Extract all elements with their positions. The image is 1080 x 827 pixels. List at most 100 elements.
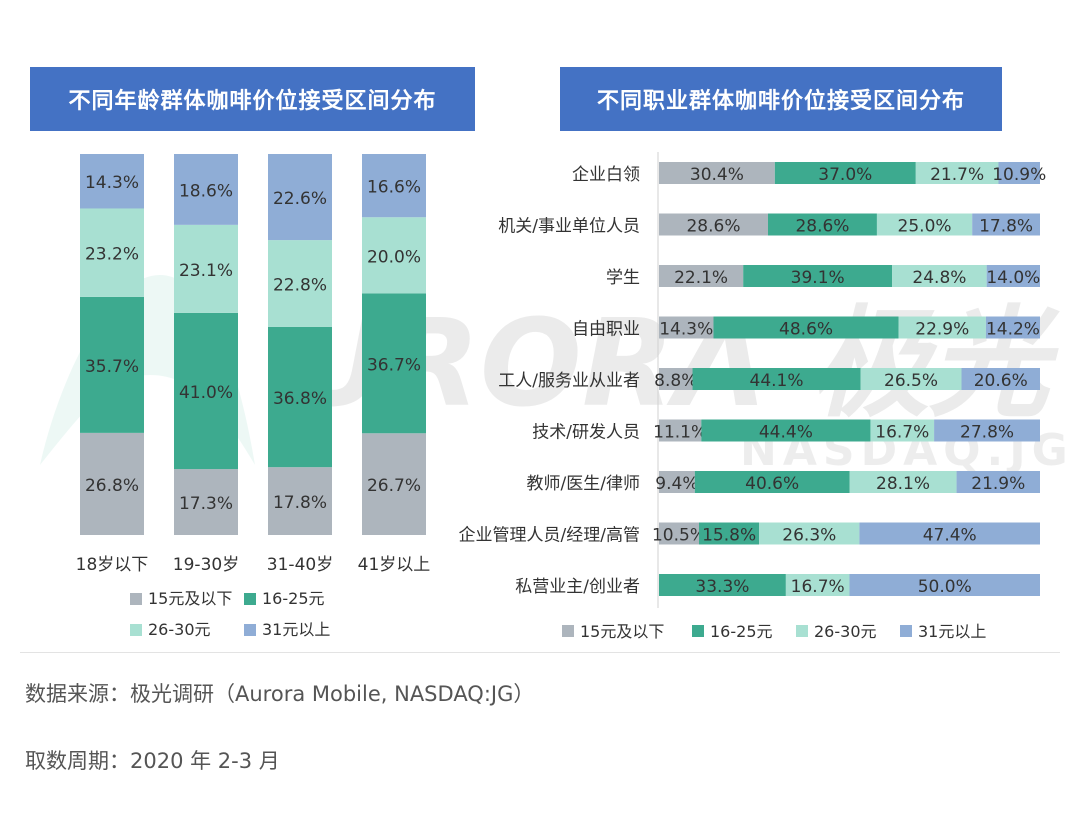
bar-segment-row7-s2	[759, 522, 860, 545]
bar-segment-31-40--s3	[268, 154, 332, 241]
data-label: 8.8%	[654, 371, 697, 391]
bar-segment-19-30--s2	[174, 224, 238, 313]
data-label: 25.0%	[898, 217, 952, 237]
bar-segment-row4-s2	[860, 368, 962, 390]
data-label: 41.0%	[179, 383, 233, 403]
data-label: 28.1%	[876, 474, 930, 494]
data-label: 16.7%	[791, 577, 845, 597]
legend-swatch	[796, 625, 808, 637]
bar-segment-19-30--s1	[174, 312, 238, 470]
bar-segment-row4-s0	[659, 368, 693, 390]
legend-label: 31元以上	[262, 620, 330, 639]
data-label: 28.6%	[795, 217, 849, 237]
bar-segment-row8-s1	[659, 574, 786, 596]
data-label: 11.1%	[653, 423, 707, 443]
bar-segment-row8-s2	[785, 574, 850, 596]
legend-swatch	[692, 625, 704, 637]
data-label: 20.6%	[974, 371, 1028, 391]
bar-segment-row3-s1	[713, 316, 899, 339]
bar-segment-19-30--s3	[174, 154, 238, 225]
data-label: 44.4%	[759, 423, 813, 443]
bar-segment-41--s1	[362, 293, 426, 434]
data-label: 48.6%	[779, 320, 833, 340]
right-chart-title: 不同职业群体咖啡价位接受区间分布	[560, 67, 1002, 131]
data-label: 14.3%	[85, 173, 139, 193]
data-label: 14.2%	[986, 320, 1040, 340]
legend-swatch	[244, 624, 256, 636]
y-category-label: 企业管理人员/经理/高管	[459, 526, 640, 546]
data-label: 50.0%	[918, 577, 972, 597]
data-label: 26.3%	[782, 526, 836, 546]
bar-segment-31-40--s1	[268, 326, 332, 468]
bar-segment-row0-s3	[998, 162, 1040, 184]
bar-segment-19-30--s0	[174, 469, 238, 535]
bar-segment-41--s0	[362, 433, 426, 535]
y-category-label: 教师/医生/律师	[527, 474, 640, 494]
data-label: 16.7%	[875, 423, 929, 443]
bar-segment-row1-s0	[659, 213, 768, 236]
y-category-label: 机关/事业单位人员	[498, 217, 640, 237]
bar-segment-18--s2	[80, 208, 144, 297]
bar-segment-31-40--s2	[268, 240, 332, 327]
bar-segment-row6-s2	[849, 471, 957, 493]
bar-segment-row4-s3	[961, 368, 1040, 390]
bar-segment-41--s2	[362, 217, 426, 294]
data-label: 23.2%	[85, 245, 139, 265]
legend-label: 16-25元	[262, 589, 325, 608]
data-label: 39.1%	[791, 268, 845, 288]
data-label: 17.3%	[179, 494, 233, 514]
bar-segment-row7-s0	[659, 522, 700, 545]
data-label: 10.5%	[652, 526, 706, 546]
data-label: 37.0%	[818, 165, 872, 185]
data-label: 17.8%	[273, 493, 327, 513]
bar-segment-31-40--s0	[268, 467, 332, 535]
data-label: 36.8%	[273, 389, 327, 409]
x-tick-label: 31-40岁	[267, 555, 333, 575]
y-category-label: 工人/服务业从业者	[498, 371, 640, 391]
bar-segment-row1-s2	[876, 213, 973, 236]
data-label: 26.8%	[85, 476, 139, 496]
data-label: 23.1%	[179, 261, 233, 281]
data-label: 14.3%	[659, 320, 713, 340]
data-label: 10.9%	[992, 165, 1046, 185]
x-tick-label: 19-30岁	[173, 555, 239, 575]
legend-swatch	[562, 625, 574, 637]
data-label: 44.1%	[750, 371, 804, 391]
occupation-stacked-bar-chart: 30.4% 37.0% 21.7% 10.9% 企业白领 28.6% 28.6% 25.0% 1…	[459, 152, 1046, 641]
data-label: 15.8%	[702, 526, 756, 546]
left-chart-title: 不同年龄群体咖啡价位接受区间分布	[30, 67, 475, 131]
data-label: 33.3%	[695, 577, 749, 597]
data-label: 26.5%	[884, 371, 938, 391]
bar-segment-row1-s3	[972, 213, 1040, 236]
legend-label: 15元及以下	[148, 589, 232, 608]
legend-swatch	[130, 593, 142, 605]
x-tick-label: 41岁以上	[358, 555, 431, 575]
data-label: 47.4%	[923, 526, 977, 546]
bar-segment-18--s0	[80, 432, 144, 535]
data-period-text: 取数周期：2020 年 2-3 月	[25, 749, 280, 773]
legend-label: 15元及以下	[580, 622, 664, 641]
data-label: 35.7%	[85, 357, 139, 377]
legend-label: 26-30元	[814, 622, 877, 641]
bar-segment-row4-s1	[692, 368, 861, 390]
legend-swatch	[900, 625, 912, 637]
data-label: 22.9%	[915, 320, 969, 340]
bar-segment-row5-s0	[659, 419, 702, 442]
data-label: 9.4%	[655, 474, 698, 494]
y-category-label: 技术/研发人员	[532, 423, 640, 443]
bar-segment-row7-s3	[859, 522, 1040, 545]
legend-label: 31元以上	[918, 622, 986, 641]
bar-segment-row1-s1	[767, 213, 877, 236]
data-label: 24.8%	[912, 268, 966, 288]
data-label: 27.8%	[960, 423, 1014, 443]
bar-segment-row5-s2	[870, 419, 935, 442]
bar-segment-18--s3	[80, 154, 144, 209]
bar-segment-row3-s2	[898, 316, 986, 339]
data-source-text: 数据来源：极光调研（Aurora Mobile, NASDAQ:JG）	[25, 682, 535, 706]
x-tick-label: 18岁以下	[76, 555, 149, 575]
legend-label: 26-30元	[148, 620, 211, 639]
bar-segment-41--s3	[362, 154, 426, 218]
legend-swatch	[130, 624, 142, 636]
bar-segment-row0-s0	[659, 162, 775, 184]
data-label: 18.6%	[179, 181, 233, 201]
